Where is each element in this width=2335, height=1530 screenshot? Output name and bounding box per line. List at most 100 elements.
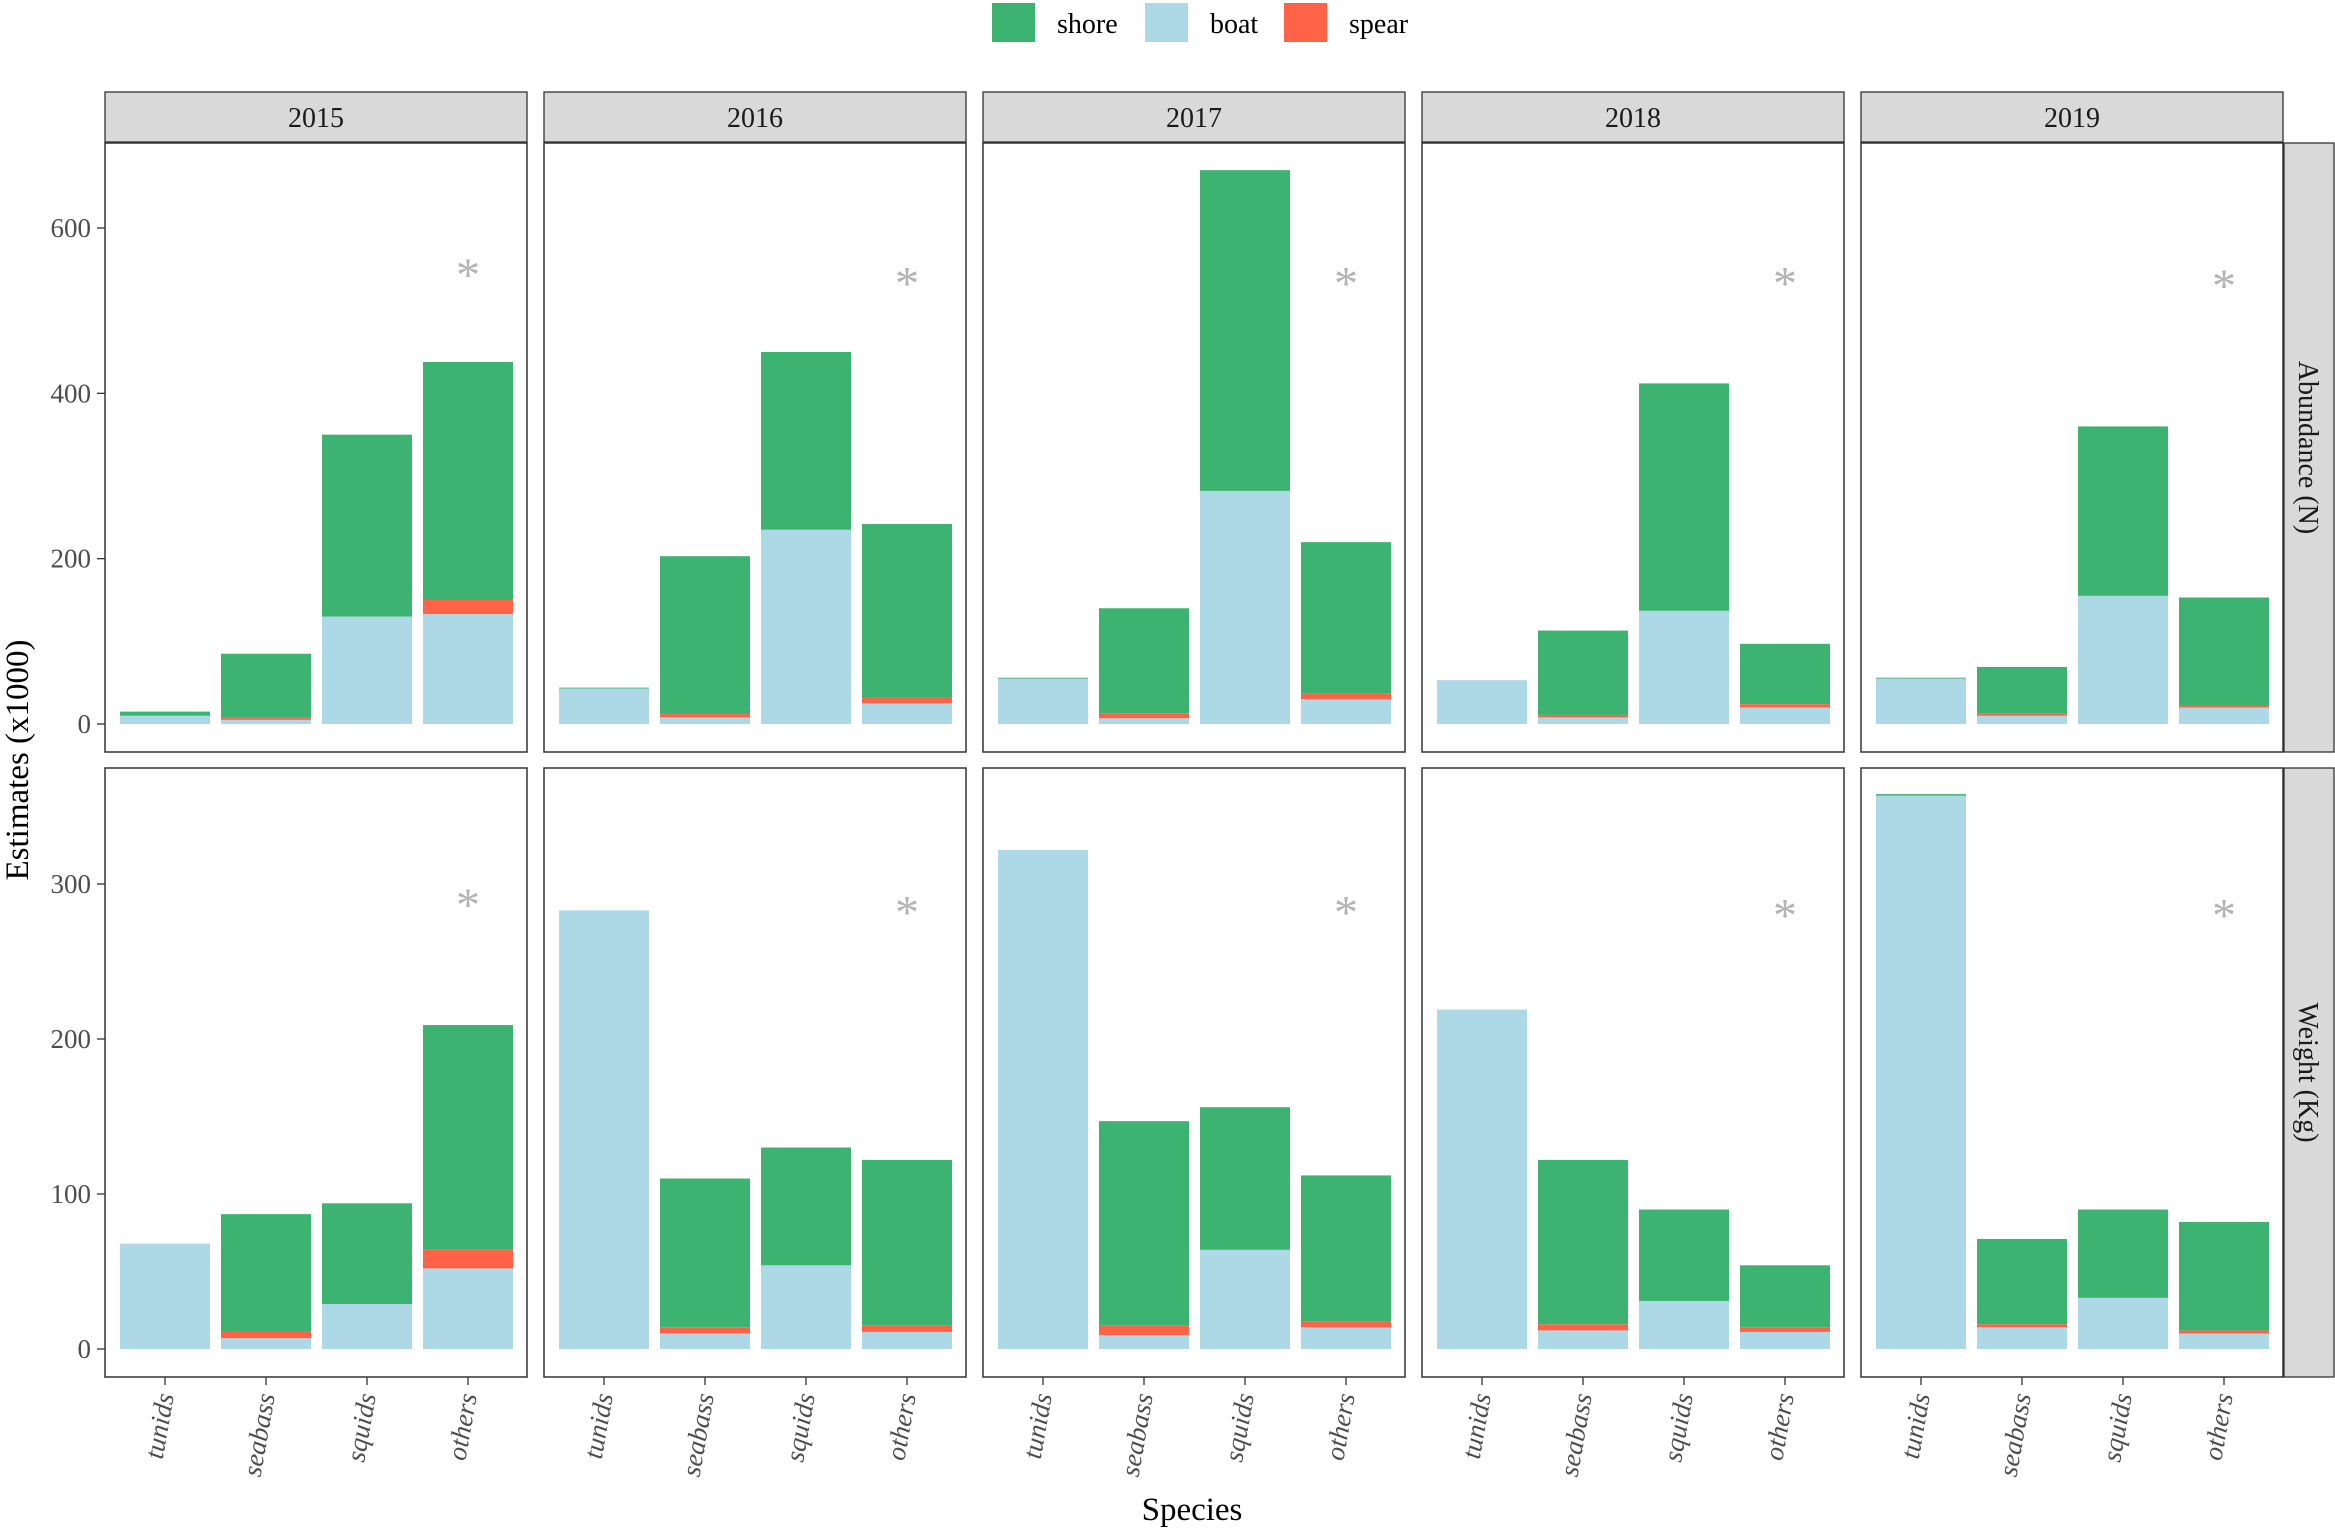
bar-boat-tunids-2017-r1: [998, 849, 1088, 1349]
x-tick-label-2019-others: others: [2198, 1391, 2239, 1463]
x-tick-label-2016-tunids: tunids: [578, 1391, 619, 1461]
y-tick-label-0-600: 600: [51, 213, 92, 243]
bar-shore-others-2017-r1: [1301, 1175, 1391, 1322]
bar-boat-others-2015-r0: [423, 614, 513, 724]
strip-label-2017: 2017: [1166, 103, 1222, 134]
panel-border: [1421, 142, 1845, 753]
bar-shore-seabass-2019-r0: [1977, 666, 2067, 714]
bar-spear-others-2017-r0: [1301, 693, 1391, 700]
bar-boat-others-2019-r1: [2179, 1333, 2269, 1349]
bar-boat-seabass-2015-r0: [221, 719, 311, 724]
x-tick-label-2017-tunids: tunids: [1017, 1391, 1058, 1461]
panel-1-2015: *: [104, 767, 528, 1378]
bar-shore-seabass-2019-r1: [1977, 1238, 2067, 1325]
bar-boat-others-2016-r1: [862, 1331, 952, 1349]
bar-shore-squids-2017-r0: [1200, 170, 1290, 491]
bar-spear-others-2016-r1: [862, 1325, 952, 1332]
asterisk-marker: *: [1334, 257, 1358, 310]
panel-border: [1860, 767, 2284, 1378]
x-tick-label-2017-seabass: seabass: [1115, 1391, 1159, 1479]
legend: shore boat spear: [992, 3, 1409, 42]
bar-boat-others-2017-r1: [1301, 1327, 1391, 1349]
bar-shore-tunids-2017-r0: [998, 677, 1088, 679]
axes: 0 200 400 600 0 100 200 300 tunids seabass squids o…: [51, 213, 2239, 1479]
bar-spear-seabass-2015-r0: [221, 717, 311, 720]
x-tick-label-2016-seabass: seabass: [676, 1391, 720, 1479]
bar-shore-seabass-2018-r0: [1538, 630, 1628, 715]
x-tick-label-2015-seabass: seabass: [237, 1391, 281, 1479]
bar-boat-seabass-2017-r0: [1099, 718, 1189, 724]
bar-boat-seabass-2016-r1: [660, 1333, 750, 1349]
legend-label-shore: shore: [1057, 9, 1118, 40]
bar-spear-seabass-2015-r1: [221, 1331, 311, 1339]
strip-label-2019: 2019: [2044, 103, 2100, 134]
asterisk-marker: *: [2212, 890, 2236, 943]
bar-boat-squids-2018-r1: [1639, 1300, 1729, 1349]
y-tick-label-0-400: 400: [51, 378, 92, 408]
bar-boat-seabass-2018-r1: [1538, 1330, 1628, 1349]
bar-shore-seabass-2015-r0: [221, 653, 311, 718]
bar-boat-seabass-2019-r1: [1977, 1327, 2067, 1349]
bar-shore-squids-2019-r1: [2078, 1209, 2168, 1298]
bar-boat-squids-2016-r0: [761, 529, 851, 724]
y-tick-label-1-100: 100: [51, 1179, 92, 1209]
bar-boat-squids-2015-r1: [322, 1304, 412, 1349]
bar-boat-others-2018-r0: [1740, 707, 1830, 724]
x-tick-label-2015-others: others: [442, 1391, 483, 1463]
legend-key-shore: [992, 3, 1035, 42]
bar-spear-seabass-2018-r1: [1538, 1324, 1628, 1331]
facet-strips: 2015 2016 2017 2018 2019 Abundance (N) Weight …: [104, 91, 2335, 1378]
panel-1-2016: *: [543, 767, 967, 1378]
bar-spear-others-2017-r1: [1301, 1321, 1391, 1328]
bar-boat-squids-2017-r0: [1200, 490, 1290, 724]
panel-0-2015: *: [104, 142, 528, 753]
panel-1-2018: *: [1421, 767, 1845, 1378]
bar-shore-others-2016-r1: [862, 1159, 952, 1326]
bar-boat-tunids-2015-r1: [120, 1243, 210, 1349]
x-tick-label-2018-seabass: seabass: [1554, 1391, 1598, 1479]
bar-spear-seabass-2019-r0: [1977, 713, 2067, 716]
bar-spear-others-2018-r0: [1740, 704, 1830, 708]
bar-boat-tunids-2019-r0: [1876, 678, 1966, 724]
bar-shore-tunids-2015-r0: [120, 711, 210, 716]
legend-key-spear: [1284, 3, 1327, 42]
row-strip-0: [2283, 142, 2335, 753]
panel-0-2019: *: [1860, 142, 2284, 753]
bar-spear-seabass-2017-r1: [1099, 1325, 1189, 1336]
bar-spear-others-2015-r0: [423, 600, 513, 615]
bar-shore-squids-2018-r0: [1639, 383, 1729, 611]
x-tick-label-2019-tunids: tunids: [1895, 1391, 1936, 1461]
bar-boat-others-2017-r0: [1301, 699, 1391, 724]
asterisk-marker: *: [456, 249, 480, 302]
bar-boat-others-2016-r0: [862, 703, 952, 724]
bar-boat-seabass-2019-r0: [1977, 715, 2067, 724]
bar-shore-seabass-2016-r0: [660, 556, 750, 715]
bar-spear-seabass-2016-r1: [660, 1327, 750, 1334]
panel-border: [543, 142, 967, 753]
asterisk-marker: *: [2212, 260, 2236, 313]
bar-shore-squids-2018-r1: [1639, 1209, 1729, 1301]
strip-label-2016: 2016: [727, 103, 783, 134]
bar-boat-seabass-2016-r0: [660, 717, 750, 724]
bar-shore-tunids-2019-r1: [1876, 794, 1966, 796]
strip-label-2015: 2015: [288, 103, 344, 134]
panel-0-2016: *: [543, 142, 967, 753]
bar-boat-squids-2016-r1: [761, 1265, 851, 1349]
strip-2019: [1860, 91, 2284, 143]
panel-border: [1860, 142, 2284, 753]
bar-shore-tunids-2019-r0: [1876, 677, 1966, 679]
panel-0-2017: *: [982, 142, 1406, 753]
bar-boat-squids-2019-r1: [2078, 1297, 2168, 1349]
bar-shore-squids-2019-r0: [2078, 426, 2168, 596]
bar-spear-others-2016-r0: [862, 697, 952, 704]
bar-boat-others-2019-r0: [2179, 707, 2269, 724]
x-tick-label-2017-others: others: [1320, 1391, 1361, 1463]
bar-spear-others-2018-r1: [1740, 1327, 1830, 1332]
bar-shore-others-2017-r0: [1301, 542, 1391, 694]
bar-shore-squids-2017-r1: [1200, 1107, 1290, 1250]
y-tick-label-1-200: 200: [51, 1024, 92, 1054]
bar-shore-others-2016-r0: [862, 523, 952, 698]
row-strip-label-0: Abundance (N): [2292, 361, 2323, 534]
bar-boat-tunids-2018-r0: [1437, 680, 1527, 724]
panel-border: [104, 767, 528, 1378]
